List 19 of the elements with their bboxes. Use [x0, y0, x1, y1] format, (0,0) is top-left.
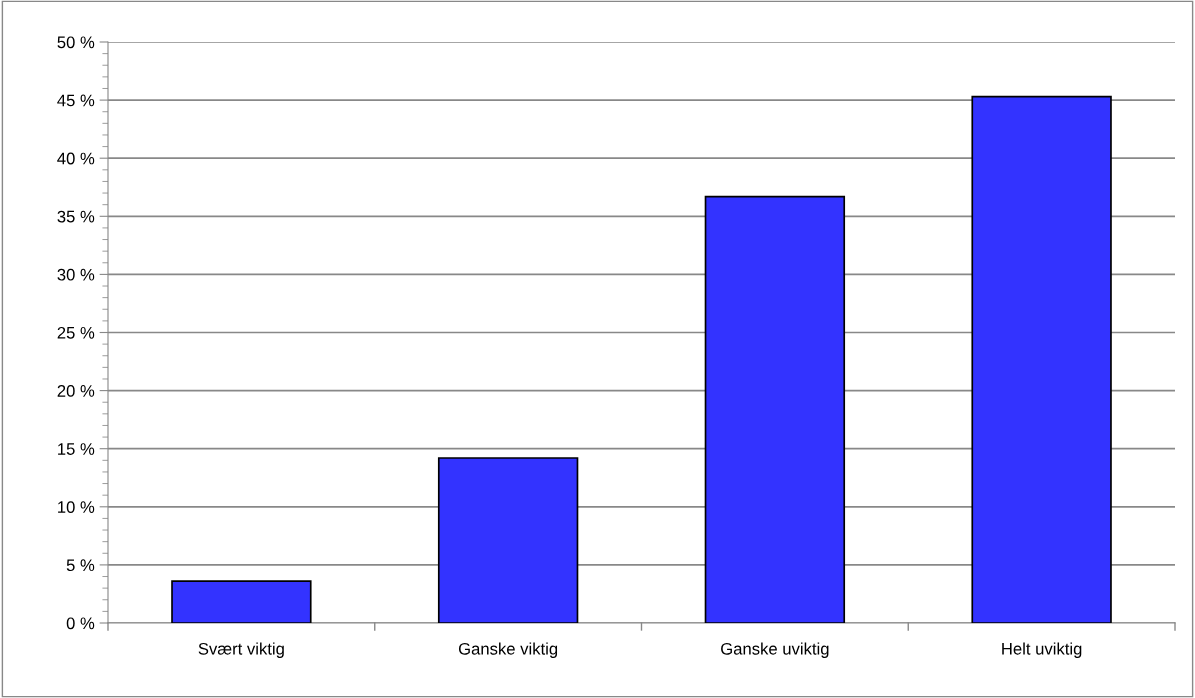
bar: [437, 457, 579, 623]
y-tick-label: 45 %: [57, 94, 95, 107]
y-tick-label: 40 %: [57, 152, 95, 165]
bar: [704, 195, 846, 623]
y-tick-label: 35 %: [57, 210, 95, 223]
y-tick-label: 0 %: [66, 617, 95, 630]
x-tick-label: Helt uviktig: [1002, 642, 1082, 658]
x-tick-label: Svært viktig: [198, 642, 284, 658]
bar: [171, 580, 312, 623]
y-tick-label: 15 %: [58, 443, 95, 455]
bar: [971, 95, 1112, 623]
y-tick-label: 5 %: [66, 559, 95, 572]
y-tick-label: 10 %: [58, 501, 95, 513]
y-tick-label: 20 %: [57, 385, 95, 397]
y-tick-label: 25 %: [57, 326, 95, 339]
x-tick-label: Ganske uviktig: [721, 642, 829, 658]
x-tick-label: Ganske viktig: [458, 642, 558, 658]
y-tick-label: 50 %: [57, 36, 95, 49]
y-tick-label: 30 %: [57, 268, 95, 281]
